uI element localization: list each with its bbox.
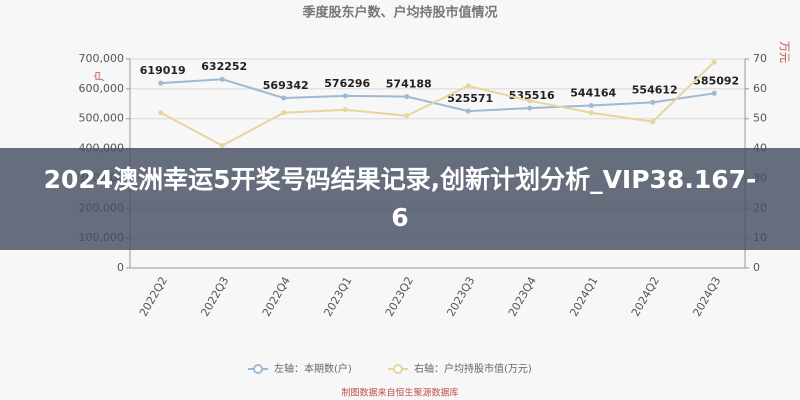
value-label: 569342 [263, 79, 309, 92]
point [281, 110, 287, 116]
y-tick-label: 700,000 [79, 52, 125, 65]
value-label: 574188 [386, 78, 432, 91]
legend-marker [393, 364, 403, 374]
banner-text: 2024澳洲幸运5开奖号码结果记录,创新计划分析_VIP38.167-6 [43, 165, 757, 232]
point [711, 90, 717, 96]
y2-tick-label: 0 [753, 261, 760, 274]
point [219, 143, 225, 149]
legend-label: 左轴：本期数(户) [274, 362, 352, 375]
value-label: 585092 [693, 74, 739, 87]
y2-axis-label: 万元 [778, 41, 791, 63]
x-tick-label: 2023Q3 [444, 275, 477, 319]
y2-tick-label: 60 [753, 82, 767, 95]
x-tick-label: 2022Q2 [137, 275, 170, 319]
x-tick-label: 2023Q2 [383, 275, 416, 319]
legend-label: 右轴：户均持股市值(万元) [414, 362, 532, 375]
value-label: 544164 [570, 87, 616, 100]
value-label: 619019 [140, 64, 186, 77]
value-label: 525571 [447, 92, 493, 105]
x-tick-label: 2024Q1 [567, 275, 600, 319]
point [404, 94, 410, 100]
y-tick-label: 500,000 [79, 112, 125, 125]
point [465, 108, 471, 114]
x-tick-label: 2022Q4 [260, 275, 293, 319]
x-tick-label: 2024Q3 [690, 275, 723, 319]
point [342, 107, 348, 113]
chart-title: 季度股东户数、户均持股市值情况 [301, 5, 497, 21]
y2-tick-label: 70 [753, 52, 767, 65]
point [527, 98, 533, 104]
point [219, 76, 225, 82]
y-axis-label: 户 [92, 71, 106, 82]
y-tick-label: 600,000 [79, 82, 125, 95]
legend-marker [253, 364, 263, 374]
point [588, 110, 594, 116]
series-line [160, 78, 715, 113]
point [158, 80, 164, 86]
source: 制图数据来自恒生聚源数据库 [341, 387, 458, 399]
x-tick-label: 2022Q3 [198, 275, 231, 319]
value-label: 554612 [632, 83, 678, 96]
point [158, 110, 164, 116]
y2-tick-label: 50 [753, 112, 767, 125]
point [342, 93, 348, 99]
value-label: 576296 [324, 77, 370, 90]
x-tick-label: 2024Q2 [629, 275, 662, 319]
banner: 2024澳洲幸运5开奖号码结果记录,创新计划分析_VIP38.167-6 [0, 148, 800, 250]
series-line [160, 61, 715, 147]
value-label: 632252 [201, 60, 247, 73]
point [711, 59, 717, 65]
x-tick-label: 2023Q4 [506, 275, 539, 319]
point [650, 99, 656, 105]
point [650, 119, 656, 125]
point [527, 105, 533, 111]
x-tick-label: 2023Q1 [321, 275, 354, 319]
point [404, 113, 410, 119]
point [588, 103, 594, 109]
point [281, 95, 287, 101]
point [465, 83, 471, 89]
y-tick-label: 0 [117, 261, 124, 274]
